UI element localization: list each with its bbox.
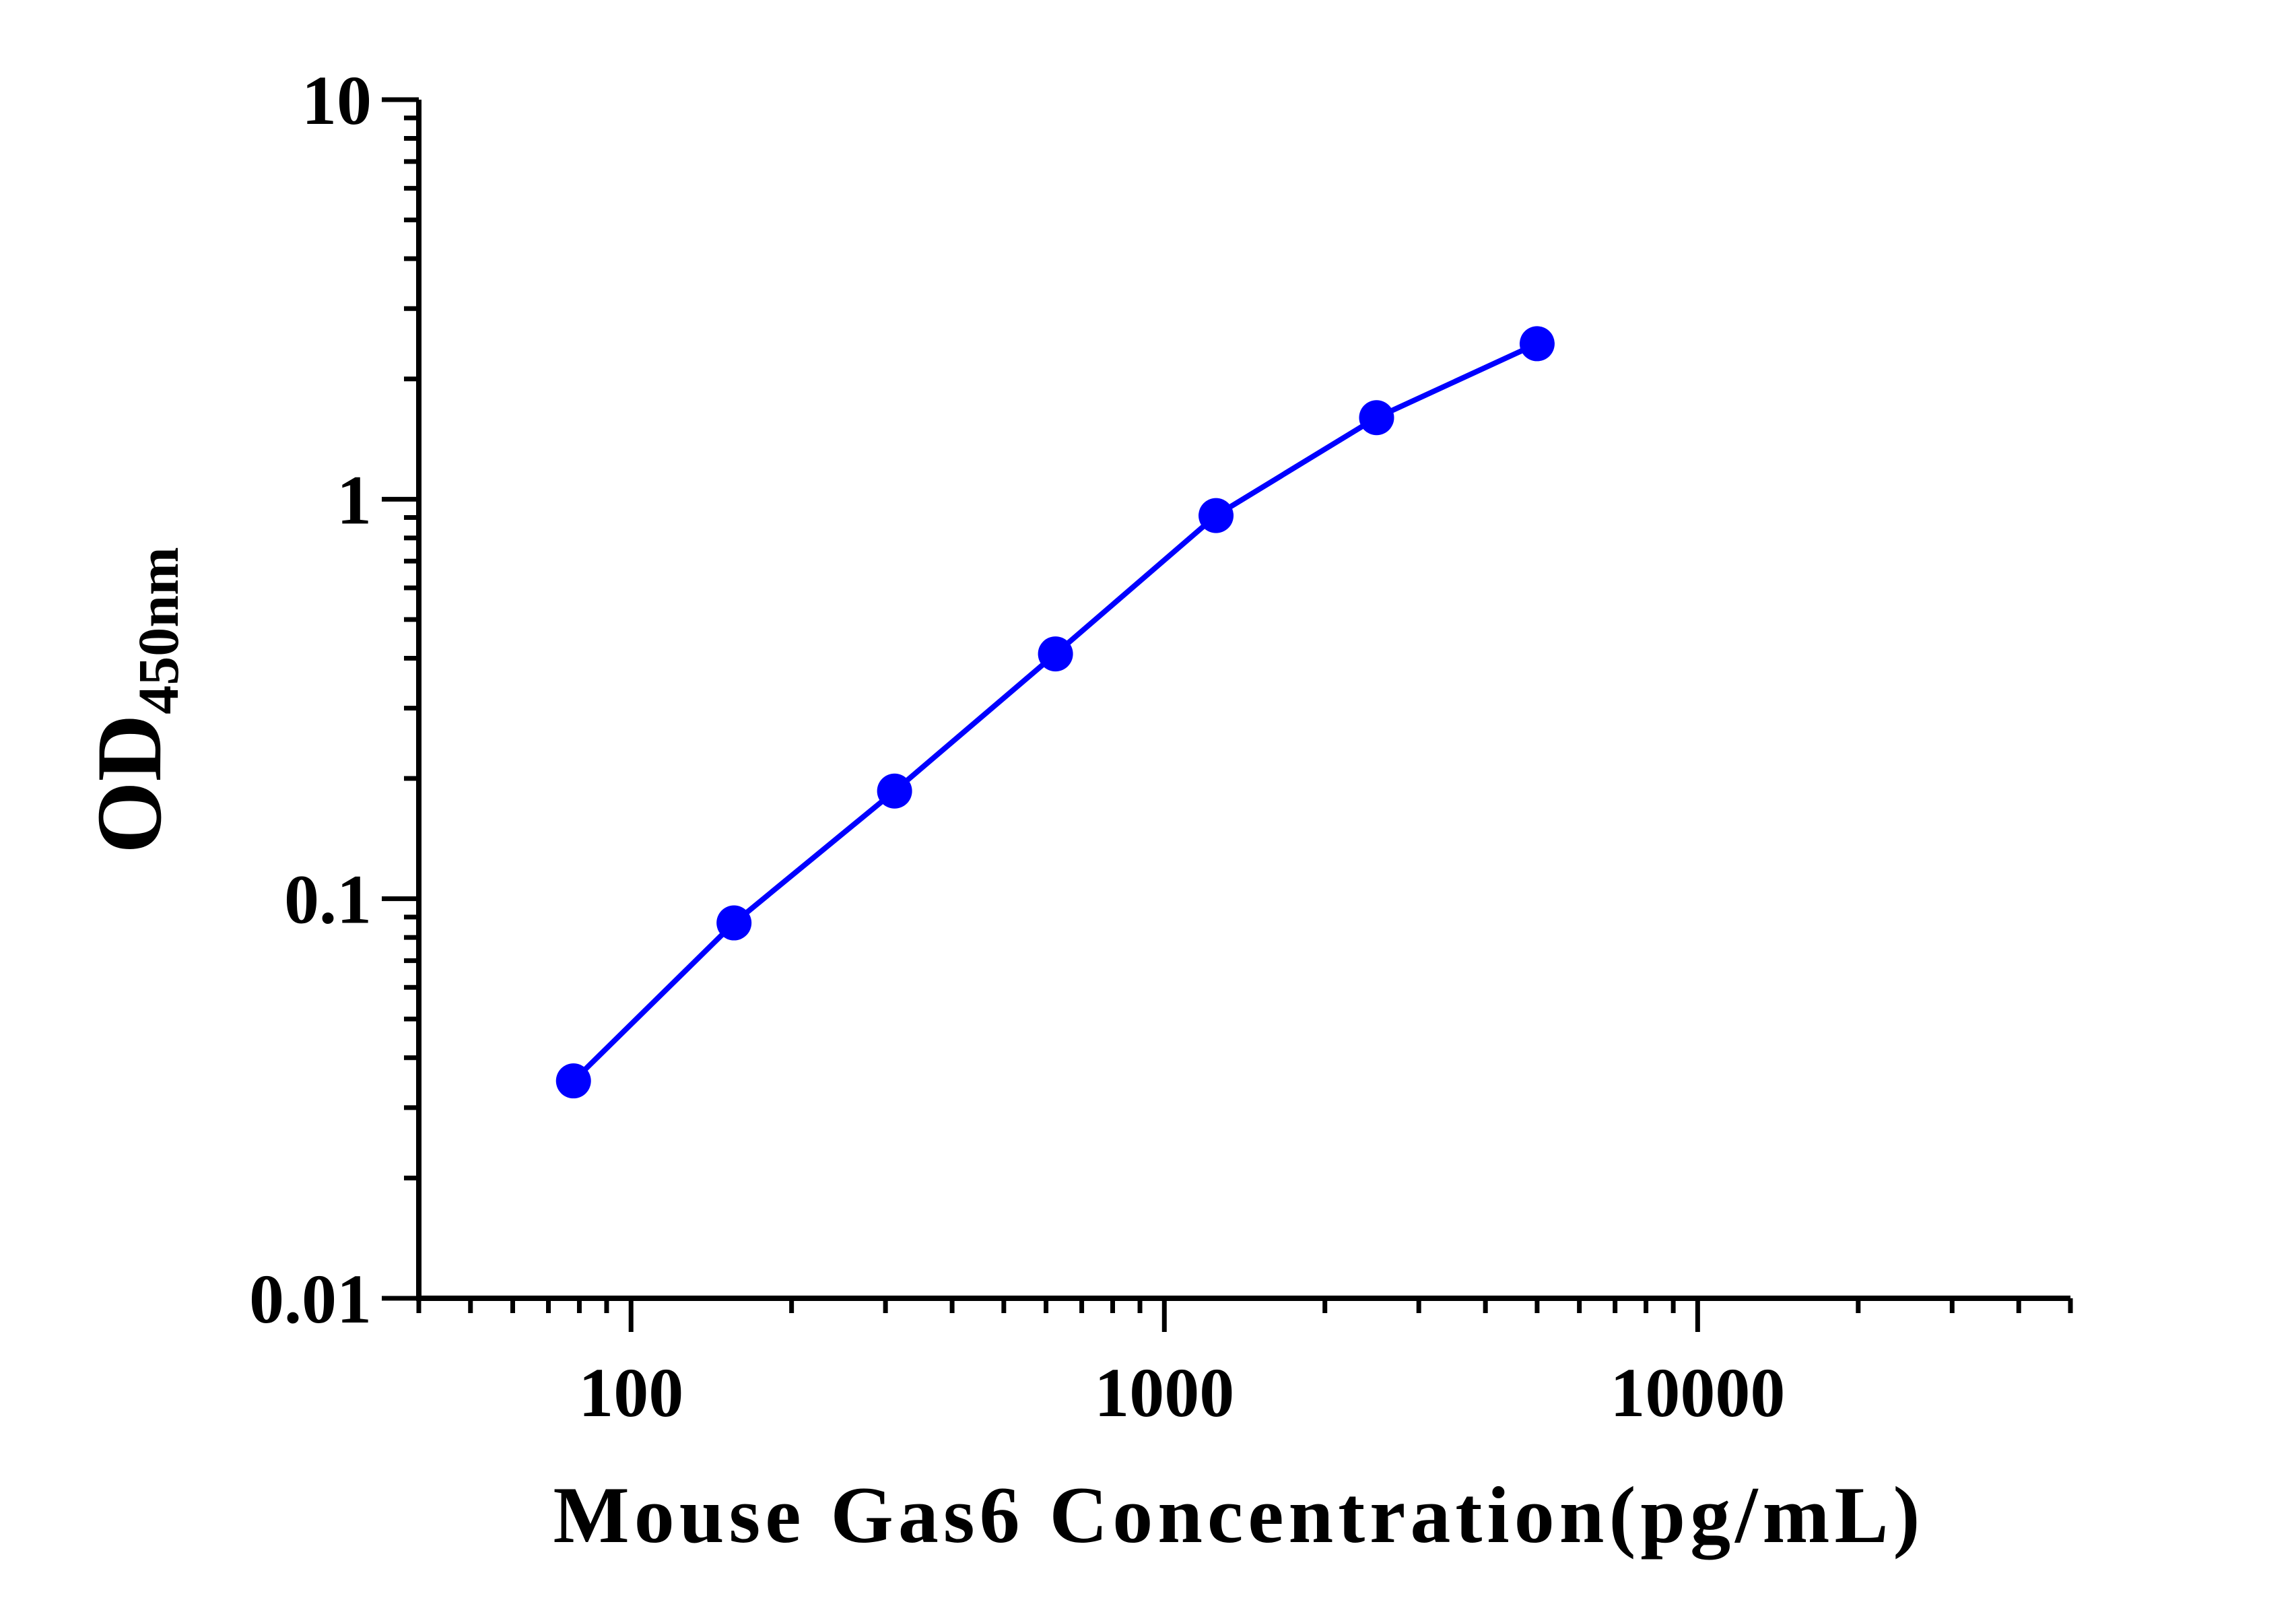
series-layer — [555, 326, 1555, 1099]
y-tick-label: 1 — [337, 461, 372, 539]
x-tick-label: 1000 — [1094, 1354, 1234, 1432]
data-point — [877, 773, 912, 809]
x-tick-label: 100 — [578, 1354, 683, 1432]
y-tick-label: 10 — [302, 62, 372, 139]
tick-labels: 0.01 0.1 1 10 100 1000 10000 — [249, 62, 1785, 1432]
series-line — [571, 341, 1539, 1083]
data-point — [1198, 498, 1234, 533]
y-axis-title-main: OD — [77, 714, 180, 854]
data-point — [1359, 400, 1394, 436]
major-ticks — [382, 97, 1700, 1332]
y-tick-label: 0.01 — [249, 1261, 372, 1338]
data-point — [1038, 636, 1073, 672]
x-tick-label: 10000 — [1610, 1354, 1785, 1432]
data-point — [1519, 326, 1555, 362]
data-point — [716, 905, 752, 941]
y-tick-label: 0.1 — [284, 861, 372, 939]
x-axis-title: Mouse Gas6 Concentration(pg/mL) — [553, 1470, 1925, 1560]
minor-ticks — [404, 115, 2073, 1313]
data-point — [555, 1063, 591, 1099]
y-axis-title: OD450nm — [77, 547, 191, 853]
y-axis-title-subscript: 450nm — [126, 547, 191, 714]
